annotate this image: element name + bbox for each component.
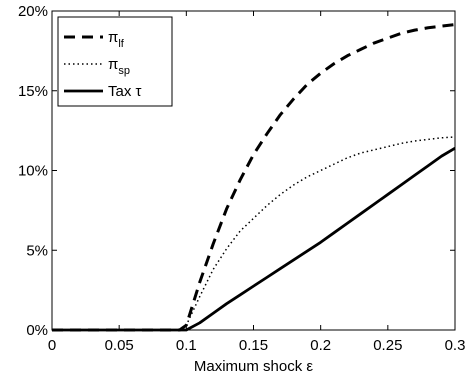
x-tick-label: 0.05: [105, 337, 134, 354]
x-axis-label: Maximum shock ε: [194, 358, 314, 375]
y-tick-label: 15%: [18, 83, 48, 100]
y-tick-label: 10%: [18, 163, 48, 180]
legend-label-sub: sp: [118, 65, 130, 77]
y-tick-label: 20%: [18, 3, 48, 20]
legend-label-main: Tax τ: [108, 83, 142, 100]
axis-ticks: 0 0.05 0.1 0.15 0.2 0.25 0.3 0% 5% 10% 15% 20%: [18, 3, 465, 354]
legend-label-0: πlf: [108, 29, 125, 50]
legend-label-main: π: [108, 29, 118, 46]
legend-label-2: Tax τ: [108, 83, 142, 100]
y-tick-label: 5%: [26, 242, 48, 259]
series-line-0: [52, 23, 456, 332]
series-layer: [52, 23, 456, 332]
legend-label-main: π: [108, 56, 118, 73]
x-tick-label: 0.15: [239, 337, 268, 354]
legend-label-1: πsp: [108, 56, 130, 77]
x-tick-label: 0.1: [176, 337, 197, 354]
series-line-1: [52, 136, 456, 331]
series-line-2: [52, 146, 456, 332]
legend-label-sub: lf: [118, 38, 124, 50]
x-tick-label: 0.3: [445, 337, 465, 354]
x-tick-label: 0.25: [373, 337, 402, 354]
x-tick-label: 0: [48, 337, 56, 354]
x-tick-label: 0.2: [310, 337, 331, 354]
y-tick-label: 0%: [26, 322, 48, 339]
